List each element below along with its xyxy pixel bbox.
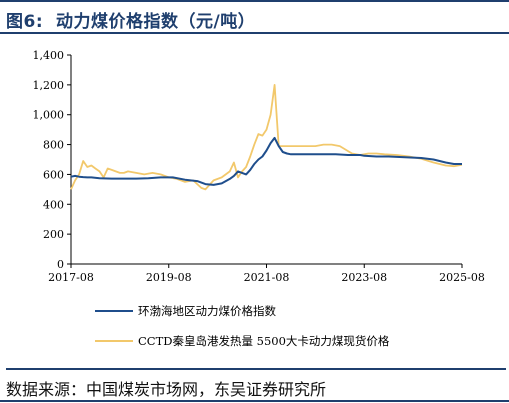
y-tick-label: 0 (57, 258, 64, 271)
line-chart: 0 200 400 600 800 1,000 1,200 1,400 2017-08 2019-… (33, 49, 485, 348)
y-tick-label: 1,400 (33, 49, 65, 62)
bottom-rule (0, 400, 509, 402)
y-tick-label: 600 (43, 168, 64, 181)
chart-series-lines (70, 84, 463, 191)
y-tick-label: 400 (43, 198, 64, 211)
series-line-1 (70, 136, 462, 186)
source-note: 数据来源：中国煤炭市场网，东吴证券研究所 (6, 368, 506, 400)
x-tick-label: 2021-08 (244, 271, 290, 284)
legend-label-2: CCTD秦皇岛港发热量 5500大卡动力煤现货价格 (138, 334, 390, 348)
chart-axes: 0 200 400 600 800 1,000 1,200 1,400 2017-08 2019-… (33, 49, 485, 284)
y-tick-label: 1,200 (33, 79, 65, 92)
legend-label-1: 环渤海地区动力煤价格指数 (138, 304, 276, 318)
figure-title-text: 动力煤价格指数（元/吨） (55, 12, 256, 32)
y-tick-label: 800 (43, 139, 64, 152)
y-tick-label: 200 (43, 228, 64, 241)
x-tick-label: 2019-08 (146, 271, 192, 284)
y-tick-label: 1,000 (33, 109, 65, 122)
x-tick-label: 2025-08 (439, 271, 485, 284)
series-line-2 (70, 84, 463, 191)
figure-title: 图6: 动力煤价格指数（元/吨） (6, 7, 255, 32)
chart-legend: 环渤海地区动力煤价格指数 CCTD秦皇岛港发热量 5500大卡动力煤现货价格 (95, 304, 390, 348)
figure-label: 图6: (6, 12, 44, 32)
figure-title-bar: 图6: 动力煤价格指数（元/吨） (0, 0, 509, 34)
x-tick-label: 2023-08 (341, 271, 387, 284)
x-tick-label: 2017-08 (48, 271, 94, 284)
